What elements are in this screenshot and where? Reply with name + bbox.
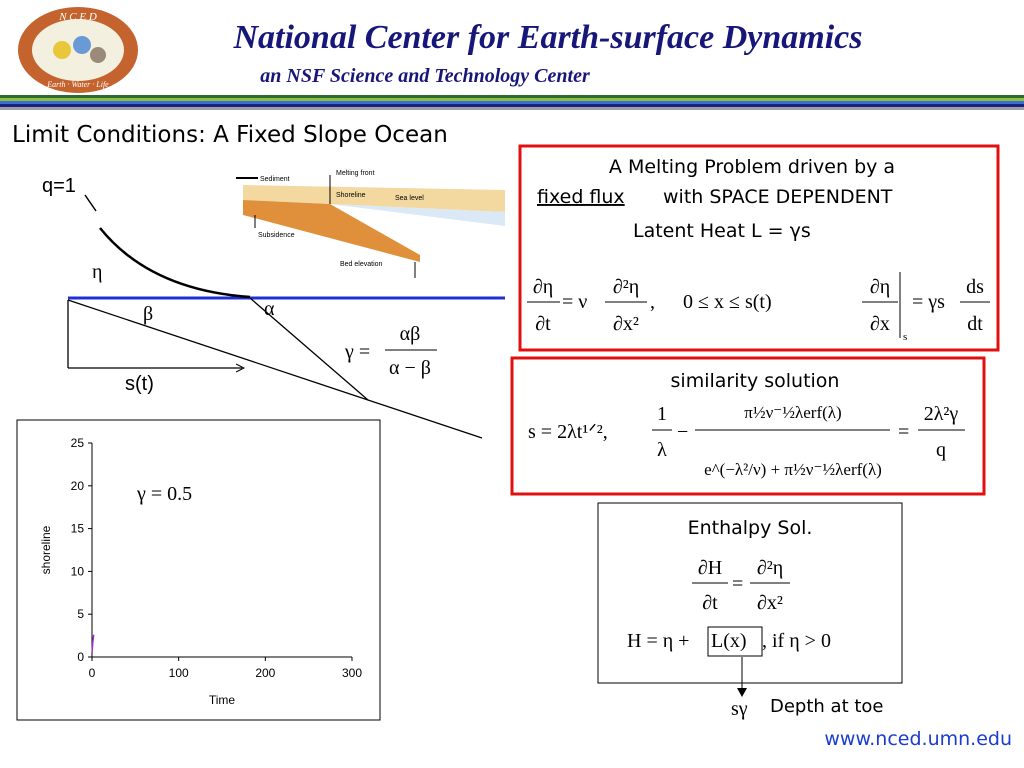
chart: 0 5 10 15 20 25 0 100 200 300 Time shoreline γ = 0.5	[39, 436, 362, 707]
eq-part: =	[732, 573, 743, 595]
eq-part: = γs	[912, 291, 945, 313]
logo-ball	[53, 41, 71, 59]
y-tick-label: 25	[71, 436, 85, 450]
x-axis-label: Time	[209, 693, 236, 707]
eta-label: η	[92, 261, 102, 283]
equation: ∂η ∂t = ν ∂²η ∂x² , 0 ≤ x ≤ s(t) ∂η ∂x s…	[527, 272, 990, 343]
highlight-box	[707, 626, 763, 657]
y-tick-label: 0	[77, 650, 84, 664]
gamma-eq: γ =	[344, 341, 370, 363]
eq-part: 0 ≤ x ≤ s(t)	[683, 291, 772, 313]
url: www.nced.umn.edu	[824, 728, 1012, 750]
eq-part: s	[903, 331, 907, 343]
gamma-eq: αβ	[400, 323, 421, 345]
eq-part: λ	[657, 439, 667, 461]
eq-part: π½ν⁻½λerf(λ)	[744, 403, 841, 422]
eq-part: L(x)	[711, 630, 747, 652]
inset-label: Subsidence	[258, 232, 295, 239]
y-tick-label: 15	[71, 522, 85, 536]
stripe	[0, 107, 1024, 110]
shoreline-label: s(t)	[125, 373, 154, 395]
box-text: with SPACE DEPENDENT	[663, 186, 893, 208]
annotation: γ = 0.5	[136, 483, 192, 505]
eq-part: ∂x²	[757, 592, 783, 614]
foreset	[249, 297, 369, 401]
eq-part: =	[898, 421, 909, 443]
eq-part: ∂η	[533, 276, 553, 298]
logo-text: N C E D	[58, 11, 97, 23]
eq-part: ∂η	[870, 276, 890, 298]
eq-part: ∂H	[698, 557, 722, 579]
eq-part: ,	[650, 291, 655, 313]
eq-part: ∂²η	[613, 276, 639, 298]
logo-text: Earth · Water · Life	[46, 80, 109, 89]
stripe	[0, 101, 1024, 104]
eq-part: ∂²η	[757, 557, 783, 579]
alpha-label: α	[264, 298, 275, 320]
box-heading: Enthalpy Sol.	[688, 517, 813, 539]
box-text: A Melting Problem driven by a	[609, 156, 895, 178]
inset-label: Bed elevation	[340, 261, 383, 268]
y-tick-label: 20	[71, 479, 85, 493]
x-tick-label: 100	[169, 666, 189, 680]
stripe	[0, 95, 1024, 98]
eq-part: ds	[966, 276, 984, 298]
basement	[67, 299, 483, 439]
eq-part: e^(−λ²/ν) + π½ν⁻½λerf(λ)	[704, 460, 882, 479]
y-axis-label: shoreline	[39, 525, 53, 574]
profile	[99, 227, 251, 299]
arrowhead	[235, 363, 246, 373]
eq-part: , if η > 0	[762, 630, 831, 652]
eq-part: 2λ²γ	[924, 403, 959, 425]
eq-part: 1	[657, 403, 667, 425]
inset-label: Shoreline	[336, 192, 366, 199]
eq-part: q	[936, 439, 946, 461]
box	[597, 502, 903, 684]
inset-water	[330, 204, 505, 226]
header-title: National Center for Earth-surface Dynami…	[232, 19, 862, 56]
x-tick-label: 300	[342, 666, 362, 680]
inset-label: Melting front	[336, 170, 375, 177]
arrowhead	[737, 688, 747, 697]
red-box	[518, 144, 1000, 352]
eq-part: ∂t	[702, 592, 718, 614]
logo-ball	[73, 36, 91, 54]
y-tick-label: 5	[77, 607, 84, 621]
box-heading: similarity solution	[671, 370, 840, 392]
eq-part: = ν	[562, 291, 587, 313]
logo-ball	[90, 47, 106, 63]
x-tick-label: 200	[255, 666, 275, 680]
gamma-eq: α − β	[389, 357, 431, 379]
eq-part: ∂t	[535, 313, 551, 335]
toe-label: Depth at toe	[770, 696, 884, 717]
eq-part: ∂x²	[613, 313, 639, 335]
eq-part: s = 2λt¹ᐟ²,	[528, 421, 608, 443]
flux-label: q=1	[42, 175, 76, 197]
eq-part: −	[677, 421, 688, 443]
inset-layer	[243, 185, 505, 212]
x-tick-label: 0	[89, 666, 96, 680]
inset-layer	[243, 200, 420, 262]
inset-label: Sediment	[260, 176, 290, 183]
y-tick-label: 10	[71, 564, 85, 578]
stripe	[0, 104, 1024, 107]
inset-label: Sea level	[395, 195, 424, 202]
eq-part: ∂x	[870, 313, 890, 335]
toe-symbol: sγ	[731, 698, 748, 720]
box-text: Latent Heat L = γs	[633, 220, 811, 242]
header-subtitle: an NSF Science and Technology Center	[260, 65, 590, 87]
flux-arrow	[84, 194, 97, 212]
eq-part: H = η +	[627, 630, 689, 652]
eq-part: dt	[967, 313, 983, 335]
stripe	[0, 98, 1024, 101]
equation: s = 2λt¹ᐟ², 1 λ − π½ν⁻½λerf(λ) e^(−λ²/ν)…	[528, 403, 965, 479]
red-box	[510, 356, 986, 496]
slide-title: Limit Conditions: A Fixed Slope Ocean	[12, 122, 448, 148]
box-text: fixed flux	[537, 186, 625, 208]
chart-frame	[16, 419, 381, 721]
beta-label: β	[143, 303, 153, 325]
equation: ∂H ∂t = ∂²η ∂x² H = η + L(x) , if η > 0	[627, 557, 831, 657]
series-line	[91, 634, 95, 653]
